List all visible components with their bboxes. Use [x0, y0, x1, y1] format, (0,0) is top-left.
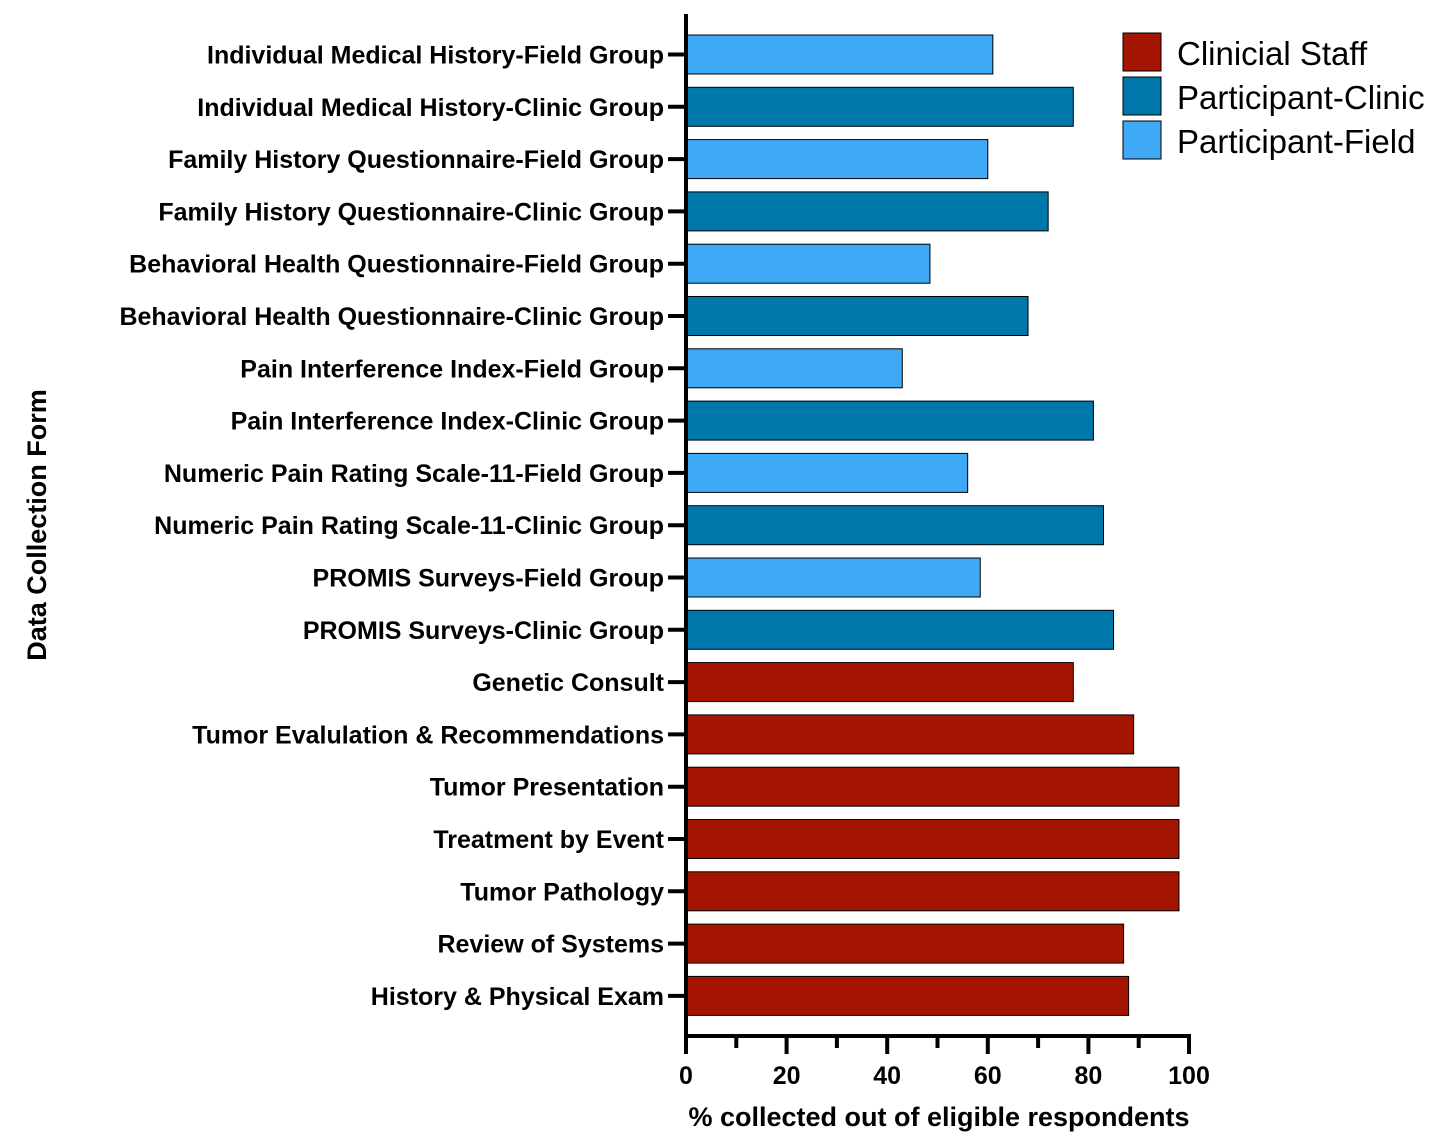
category-label-7: Pain Interference Index-Field Group: [240, 355, 664, 383]
category-label-16: Treatment by Event: [433, 826, 664, 854]
bar-12: [685, 609, 1115, 650]
category-label-11: PROMIS Surveys-Field Group: [313, 565, 664, 593]
bar-17: [685, 871, 1180, 912]
bar-3: [685, 139, 989, 180]
legend-swatch-3: [1122, 120, 1162, 160]
x-tick-label-40: 40: [873, 1062, 901, 1090]
bar-19: [685, 975, 1130, 1016]
category-label-17: Tumor Pathology: [460, 878, 664, 906]
bar-9: [685, 452, 969, 493]
bar-15: [685, 766, 1180, 807]
bar-11: [685, 557, 981, 598]
bar-18: [685, 923, 1125, 964]
axes-group: [668, 14, 1191, 1054]
legend: Clinicial Staff Participant-Clinic Partici…: [1122, 32, 1425, 160]
category-label-8: Pain Interference Index-Clinic Group: [231, 408, 664, 436]
legend-label-1: Clinicial Staff: [1177, 35, 1368, 72]
legend-label-2: Participant-Clinic: [1177, 79, 1425, 116]
bar-10: [685, 505, 1104, 546]
x-tick-label-80: 80: [1074, 1062, 1102, 1090]
x-axis-title: % collected out of eligible respondents: [688, 1102, 1189, 1132]
category-labels: Individual Medical History-Field Group In…: [119, 42, 664, 1011]
bar-6: [685, 296, 1029, 336]
category-label-12: PROMIS Surveys-Clinic Group: [303, 617, 664, 645]
bar-7: [685, 348, 903, 389]
x-tick-label-100: 100: [1168, 1062, 1210, 1090]
category-label-14: Tumor Evalulation & Recommendations: [192, 721, 664, 749]
category-label-13: Genetic Consult: [472, 669, 664, 697]
category-label-9: Numeric Pain Rating Scale-11-Field Group: [164, 460, 664, 488]
bar-4: [685, 191, 1049, 232]
category-label-10: Numeric Pain Rating Scale-11-Clinic Grou…: [154, 512, 664, 540]
bar-13: [685, 662, 1074, 703]
bar-14: [685, 714, 1135, 755]
category-label-15: Tumor Presentation: [430, 774, 664, 802]
bar-8: [685, 400, 1094, 441]
x-tick-label-60: 60: [974, 1062, 1002, 1090]
category-label-3: Family History Questionnaire-Field Group: [168, 146, 664, 174]
legend-swatch-1: [1122, 32, 1162, 72]
bar-2: [685, 86, 1074, 127]
category-label-5: Behavioral Health Questionnaire-Field Gr…: [129, 251, 664, 279]
bar-1: [685, 34, 994, 75]
category-label-18: Review of Systems: [438, 931, 665, 959]
category-label-4: Family History Questionnaire-Clinic Grou…: [158, 198, 664, 226]
bar-5: [685, 243, 931, 284]
category-label-6: Behavioral Health Questionnaire-Clinic G…: [119, 303, 664, 331]
category-label-2: Individual Medical History-Clinic Group: [197, 94, 664, 122]
x-tick-labels: 0 20 40 60 80 100: [679, 1062, 1210, 1090]
x-tick-label-20: 20: [773, 1062, 801, 1090]
legend-label-3: Participant-Field: [1177, 123, 1415, 160]
bar-16: [685, 819, 1180, 859]
category-label-1: Individual Medical History-Field Group: [207, 42, 664, 70]
y-axis-title: Data Collection Form: [22, 389, 52, 661]
bars-group: [685, 34, 1180, 1016]
legend-swatch-2: [1122, 76, 1162, 116]
category-label-19: History & Physical Exam: [371, 983, 664, 1011]
x-tick-label-0: 0: [679, 1062, 693, 1090]
